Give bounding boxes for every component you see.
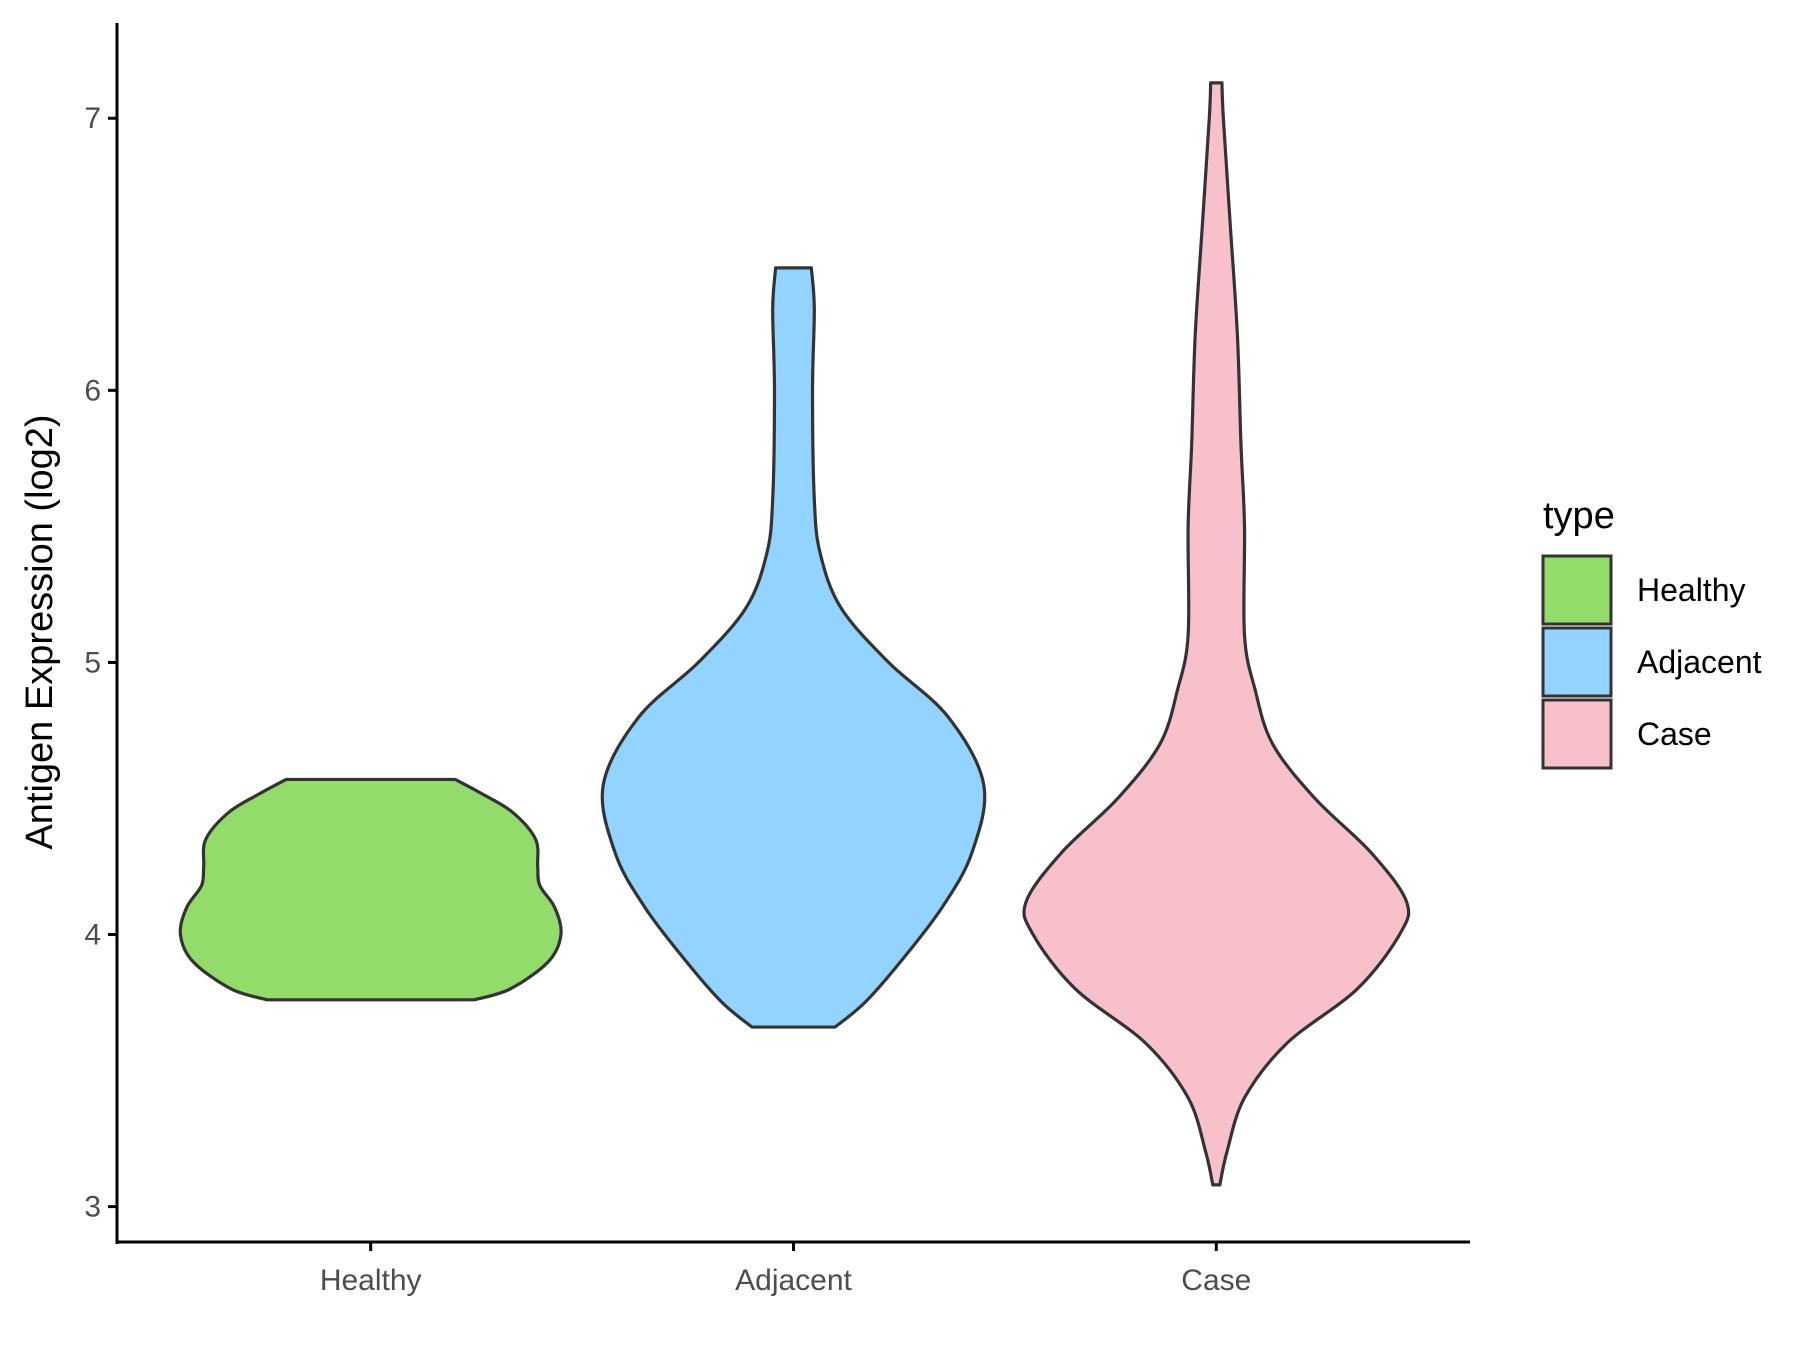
legend-label-healthy: Healthy (1637, 572, 1746, 608)
violin-case (1022, 81, 1411, 1187)
y-axis-title: Antigen Expression (log2) (19, 414, 61, 849)
y-axis: 3 4 5 6 7 (84, 23, 119, 1244)
violins-layer (178, 81, 1411, 1187)
y-tick-label: 5 (84, 646, 101, 679)
violin-healthy (178, 777, 563, 1002)
legend-swatch-healthy (1541, 554, 1613, 626)
legend-swatch-adjacent (1541, 626, 1613, 698)
y-tick-label: 7 (84, 102, 101, 135)
legend-swatch-case (1541, 698, 1613, 770)
x-tick-label-healthy: Healthy (320, 1264, 422, 1297)
legend: type Healthy Adjacent Case (1541, 495, 1762, 770)
x-axis: Healthy Adjacent Case (115, 1240, 1470, 1297)
y-tick-label: 4 (84, 919, 101, 952)
x-tick-label-adjacent: Adjacent (735, 1264, 852, 1297)
legend-label-case: Case (1637, 716, 1712, 752)
violin-adjacent (600, 266, 987, 1029)
legend-title: type (1543, 495, 1615, 537)
y-tick-label: 6 (84, 374, 101, 407)
x-tick-label-case: Case (1181, 1264, 1251, 1297)
legend-label-adjacent: Adjacent (1637, 644, 1762, 680)
y-tick-label: 3 (84, 1191, 101, 1224)
